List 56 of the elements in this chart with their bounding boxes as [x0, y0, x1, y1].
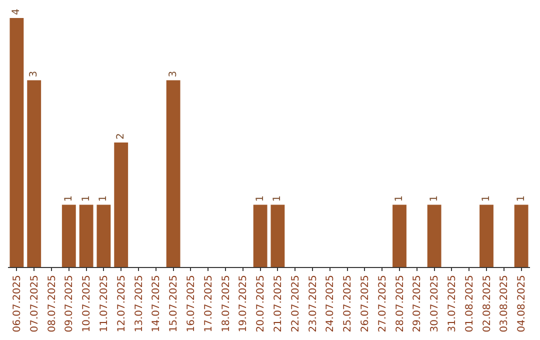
x-tick-label: 15.07.2025: [168, 275, 180, 332]
x-tick-label: 14.07.2025: [151, 275, 162, 332]
x-tick-label: 27.07.2025: [377, 275, 388, 332]
bar: [480, 204, 494, 267]
x-tick-label: 07.07.2025: [29, 275, 40, 332]
data-label: 1: [481, 195, 492, 202]
x-tick-label: 02.08.2025: [482, 275, 493, 332]
x-tick-label: 01.08.2025: [464, 275, 476, 332]
x-tick-label: 29.07.2025: [412, 275, 424, 332]
bar: [79, 204, 94, 267]
x-tick-label: 12.07.2025: [116, 275, 128, 332]
x-tick-label: 17.07.2025: [203, 275, 214, 332]
bar: [514, 204, 528, 267]
x-tick-label: 09.07.2025: [64, 275, 76, 332]
x-tick-label: 16.07.2025: [186, 275, 197, 332]
data-label: 1: [80, 195, 92, 202]
data-label: 1: [394, 195, 405, 202]
x-tick-label: 28.07.2025: [394, 275, 406, 332]
bar: [427, 204, 442, 267]
x-tick-label: 18.07.2025: [220, 275, 232, 332]
bar: [10, 18, 24, 267]
x-tick-label: 30.07.2025: [430, 275, 441, 332]
x-tick-label: 03.08.2025: [499, 275, 510, 332]
data-label: 1: [63, 195, 74, 202]
bar: [253, 204, 268, 267]
bar: [27, 80, 42, 267]
bar: [166, 80, 180, 267]
x-tick-label: 13.07.2025: [134, 275, 145, 332]
x-tick-label: 19.07.2025: [238, 275, 250, 332]
data-label: 3: [168, 70, 179, 78]
data-label: 1: [516, 195, 527, 202]
data-label: 3: [28, 70, 40, 78]
x-tick-label: 23.07.2025: [308, 275, 319, 332]
x-tick-label: 04.08.2025: [516, 275, 528, 332]
bar: [96, 204, 111, 267]
data-label: 2: [116, 133, 127, 140]
data-label: 1: [254, 195, 266, 202]
x-tick-label: 06.07.2025: [12, 275, 23, 332]
x-tick-label: 25.07.2025: [342, 275, 354, 332]
bar: [62, 204, 76, 267]
bar: [270, 204, 285, 267]
x-tick-label: 20.07.2025: [256, 275, 267, 332]
x-tick-label: 22.07.2025: [290, 275, 302, 332]
bar: [392, 204, 406, 267]
x-tick-label: 21.07.2025: [272, 275, 284, 332]
data-label: 1: [272, 195, 284, 202]
x-tick-label: 11.07.2025: [98, 275, 110, 332]
x-tick-label: 26.07.2025: [360, 275, 371, 332]
bar: [114, 142, 128, 267]
data-label: 4: [11, 8, 22, 15]
x-tick-label: 08.07.2025: [46, 275, 58, 332]
x-tick-label: 31.07.2025: [446, 275, 458, 332]
data-label: 1: [428, 195, 440, 202]
x-tick-label: 24.07.2025: [325, 275, 336, 332]
data-label: 1: [98, 195, 110, 202]
x-tick-label: 10.07.2025: [82, 275, 93, 332]
